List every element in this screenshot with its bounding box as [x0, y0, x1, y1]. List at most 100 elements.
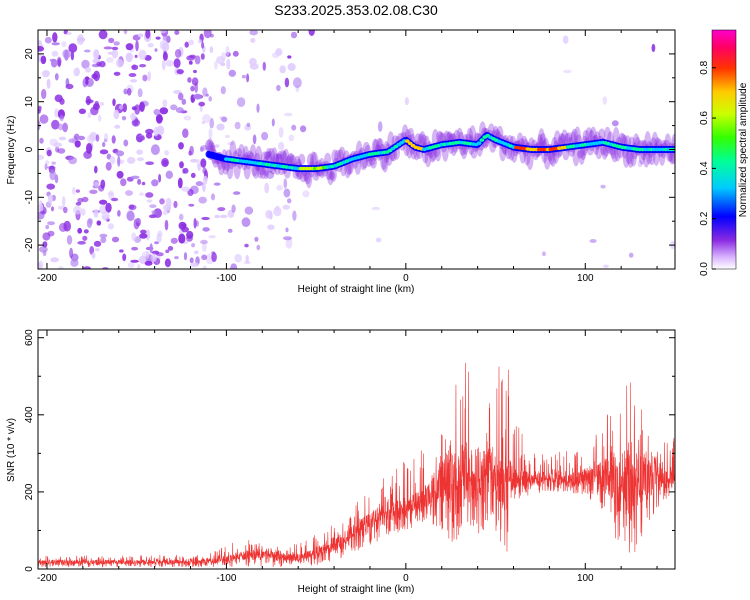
spectrogram-noise-blob	[283, 236, 292, 241]
spectrogram-noise-blob	[100, 179, 106, 189]
spectrogram-track-halo	[311, 152, 319, 169]
spectrogram-track-halo	[589, 126, 597, 144]
spectrogram-noise-blob	[81, 196, 89, 203]
spectrogram-noise-blob	[113, 41, 120, 46]
spectrogram-noise-blob	[137, 178, 142, 185]
spectrogram-noise-blob	[174, 49, 182, 58]
spectrogram-blobs	[38, 30, 675, 269]
spectrogram-noise-blob	[220, 62, 226, 67]
spectrogram-noise-blob	[62, 122, 68, 133]
spectrogram-track-halo	[414, 133, 422, 146]
spectrogram-track-halo	[325, 168, 333, 181]
spectrogram-noise-blob	[113, 109, 120, 120]
spectrogram-noise-blob	[202, 114, 211, 123]
spectrogram-noise-blob	[57, 58, 61, 68]
spectrogram-noise-blob	[51, 119, 60, 130]
spectrogram-noise-blob	[108, 37, 115, 44]
spectrogram-noise-blob	[232, 50, 239, 57]
spectrogram-track-halo	[235, 148, 243, 157]
x-tick-label: 0	[403, 273, 409, 284]
spectrogram-track-halo	[252, 163, 260, 179]
spectrogram-noise-blob	[51, 161, 56, 165]
spectrogram-noise-blob	[98, 114, 102, 122]
y-tick-label: 400	[24, 406, 35, 423]
spectrogram-noise-blob	[244, 243, 249, 248]
y-tick-label: -10	[24, 190, 35, 205]
spectrogram-noise-blob	[162, 99, 168, 108]
spectrogram-noise-blob	[66, 31, 72, 36]
spectrogram-noise-blob	[63, 206, 68, 214]
spectrogram-track-halo	[299, 170, 307, 183]
spectrogram-noise-blob	[111, 197, 119, 202]
x-tick-label: 100	[577, 573, 594, 584]
spectrogram-noise-blob	[200, 145, 208, 151]
spectrogram-noise-blob	[138, 255, 147, 264]
spectrogram-noise-blob	[133, 218, 141, 223]
spectrogram-noise-blob	[38, 260, 44, 269]
spectrogram-noise-blob	[63, 220, 71, 232]
spectrogram-noise-blob	[77, 227, 83, 234]
snr-y-label: SNR (10 * v/v)	[6, 418, 17, 482]
spectrogram-noise-blob	[208, 96, 212, 102]
spectrogram-noise-blob	[155, 113, 163, 124]
spectrogram-noise-blob	[107, 51, 115, 55]
spectrogram-noise-blob	[267, 224, 275, 230]
colorbar-tick-label: 0.2	[699, 211, 710, 225]
spectrogram-track-halo	[538, 128, 545, 152]
x-tick-label: 100	[577, 273, 594, 284]
spectrogram-track-halo	[443, 130, 451, 142]
spectrogram-noise-blob	[193, 218, 197, 229]
spectrogram-track-halo	[327, 166, 334, 186]
spectrogram-noise-blob	[106, 57, 114, 63]
spectrogram-track-halo	[370, 155, 377, 169]
spectrogram-noise-blob	[74, 67, 80, 76]
spectrogram-noise-blob	[173, 58, 181, 69]
spectrogram-noise-blob	[144, 261, 153, 266]
spectrogram-noise-blob	[83, 229, 89, 234]
spectrogram-noise-blob	[51, 50, 59, 57]
spectrogram-track-halo	[420, 134, 428, 147]
spectrogram-noise-blob	[187, 77, 192, 83]
spectrogram-track-peak	[479, 138, 485, 142]
spectrogram-noise-blob	[234, 121, 241, 130]
spectrogram-noise-blob	[49, 138, 58, 146]
spectrogram-track-peak	[476, 141, 482, 145]
spectrogram-noise-blob	[147, 71, 152, 82]
spectrogram-noise-blob	[202, 227, 210, 232]
spectrogram-noise-blob	[282, 204, 291, 210]
spectrogram-noise-blob	[224, 134, 230, 139]
spectrogram-noise-blob	[130, 175, 140, 179]
spectrogram-noise-blob	[86, 218, 93, 228]
spectrogram-noise-blob	[284, 112, 293, 117]
spectrogram-noise-blob	[563, 69, 572, 74]
spectrogram-noise-blob	[57, 148, 66, 154]
spectrogram-noise-blob	[77, 135, 86, 141]
spectrogram-noise-blob	[293, 77, 302, 89]
spectrogram-track-halo	[499, 143, 507, 162]
spectrogram-noise-blob	[138, 49, 147, 60]
spectrogram-track-halo	[226, 158, 234, 180]
spectrogram-noise-blob	[256, 244, 261, 251]
spectrogram-noise-blob	[95, 248, 100, 252]
spectrogram-noise-blob	[64, 49, 69, 61]
spectrogram-noise-blob	[181, 223, 187, 228]
spectrogram-track-halo	[444, 132, 452, 143]
spectrogram-track-halo	[611, 146, 619, 163]
spectrogram-noise-blob	[285, 238, 293, 249]
spectrogram-noise-blob	[241, 217, 251, 228]
spectrogram-track-halo	[362, 141, 370, 153]
spectrogram-noise-blob	[98, 30, 108, 40]
spectrogram-noise-blob	[137, 88, 143, 98]
spectrogram-noise-blob	[117, 155, 121, 167]
spectrogram-noise-blob	[279, 65, 287, 74]
spectrogram-noise-blob	[54, 108, 59, 118]
spectrogram-noise-blob	[107, 192, 115, 196]
spectrogram-noise-blob	[165, 59, 174, 67]
spectrogram-noise-blob	[221, 52, 227, 61]
spectrogram-noise-blob	[197, 163, 202, 171]
spectrogram-noise-blob	[112, 98, 116, 107]
spectrogram-noise-blob	[181, 186, 190, 192]
spectrogram-noise-blob	[210, 142, 215, 153]
spectrogram-noise-blob	[371, 206, 381, 211]
